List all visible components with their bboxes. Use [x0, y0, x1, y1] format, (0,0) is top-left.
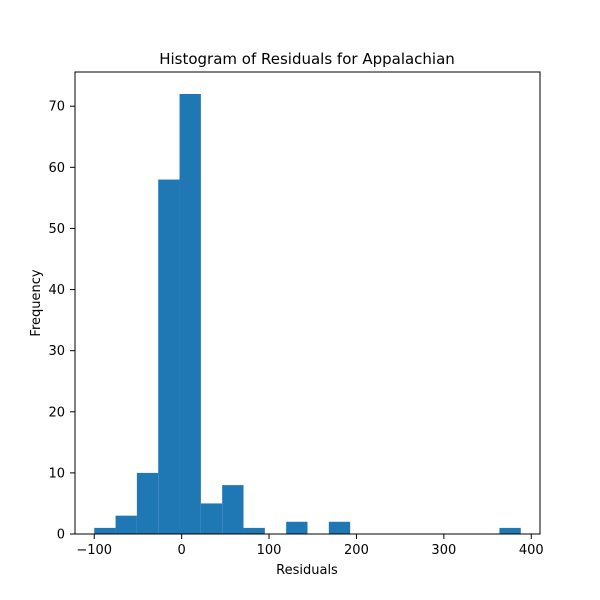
x-axis-label: Residuals — [276, 563, 338, 578]
y-tick-label: 10 — [48, 466, 65, 481]
x-tick-label: 0 — [177, 543, 185, 558]
y-tick-label: 60 — [48, 161, 65, 176]
histogram-bar — [328, 521, 351, 534]
y-axis-label: Frequency — [29, 269, 44, 336]
histogram-bar — [200, 503, 223, 534]
histogram-bar — [286, 521, 308, 534]
chart-title: Histogram of Residuals for Appalachian — [159, 50, 455, 68]
histogram-bar — [222, 485, 244, 534]
x-axis: −100 0 100 200 300 400 — [76, 534, 544, 558]
y-axis: 0 10 20 30 40 50 60 70 — [48, 100, 75, 543]
y-tick-label: 30 — [48, 344, 65, 359]
histogram-bar — [499, 527, 521, 534]
histogram-bar — [243, 527, 265, 534]
y-tick-label: 50 — [48, 222, 65, 237]
x-tick-label: −100 — [76, 543, 112, 558]
y-tick-label: 20 — [48, 405, 65, 420]
x-tick-label: 300 — [431, 543, 456, 558]
histogram-bar — [136, 472, 159, 534]
y-tick-label: 70 — [48, 100, 65, 115]
histogram-bar — [115, 515, 137, 534]
x-tick-label: 100 — [257, 543, 282, 558]
y-tick-label: 0 — [57, 528, 65, 543]
y-tick-label: 40 — [48, 283, 65, 298]
histogram-bar — [179, 94, 201, 534]
plot-frame — [74, 71, 541, 535]
histogram-bar — [94, 527, 116, 534]
plot-area — [94, 94, 521, 534]
x-tick-label: 400 — [519, 543, 544, 558]
x-tick-label: 200 — [344, 543, 369, 558]
histogram-bar — [158, 179, 180, 534]
